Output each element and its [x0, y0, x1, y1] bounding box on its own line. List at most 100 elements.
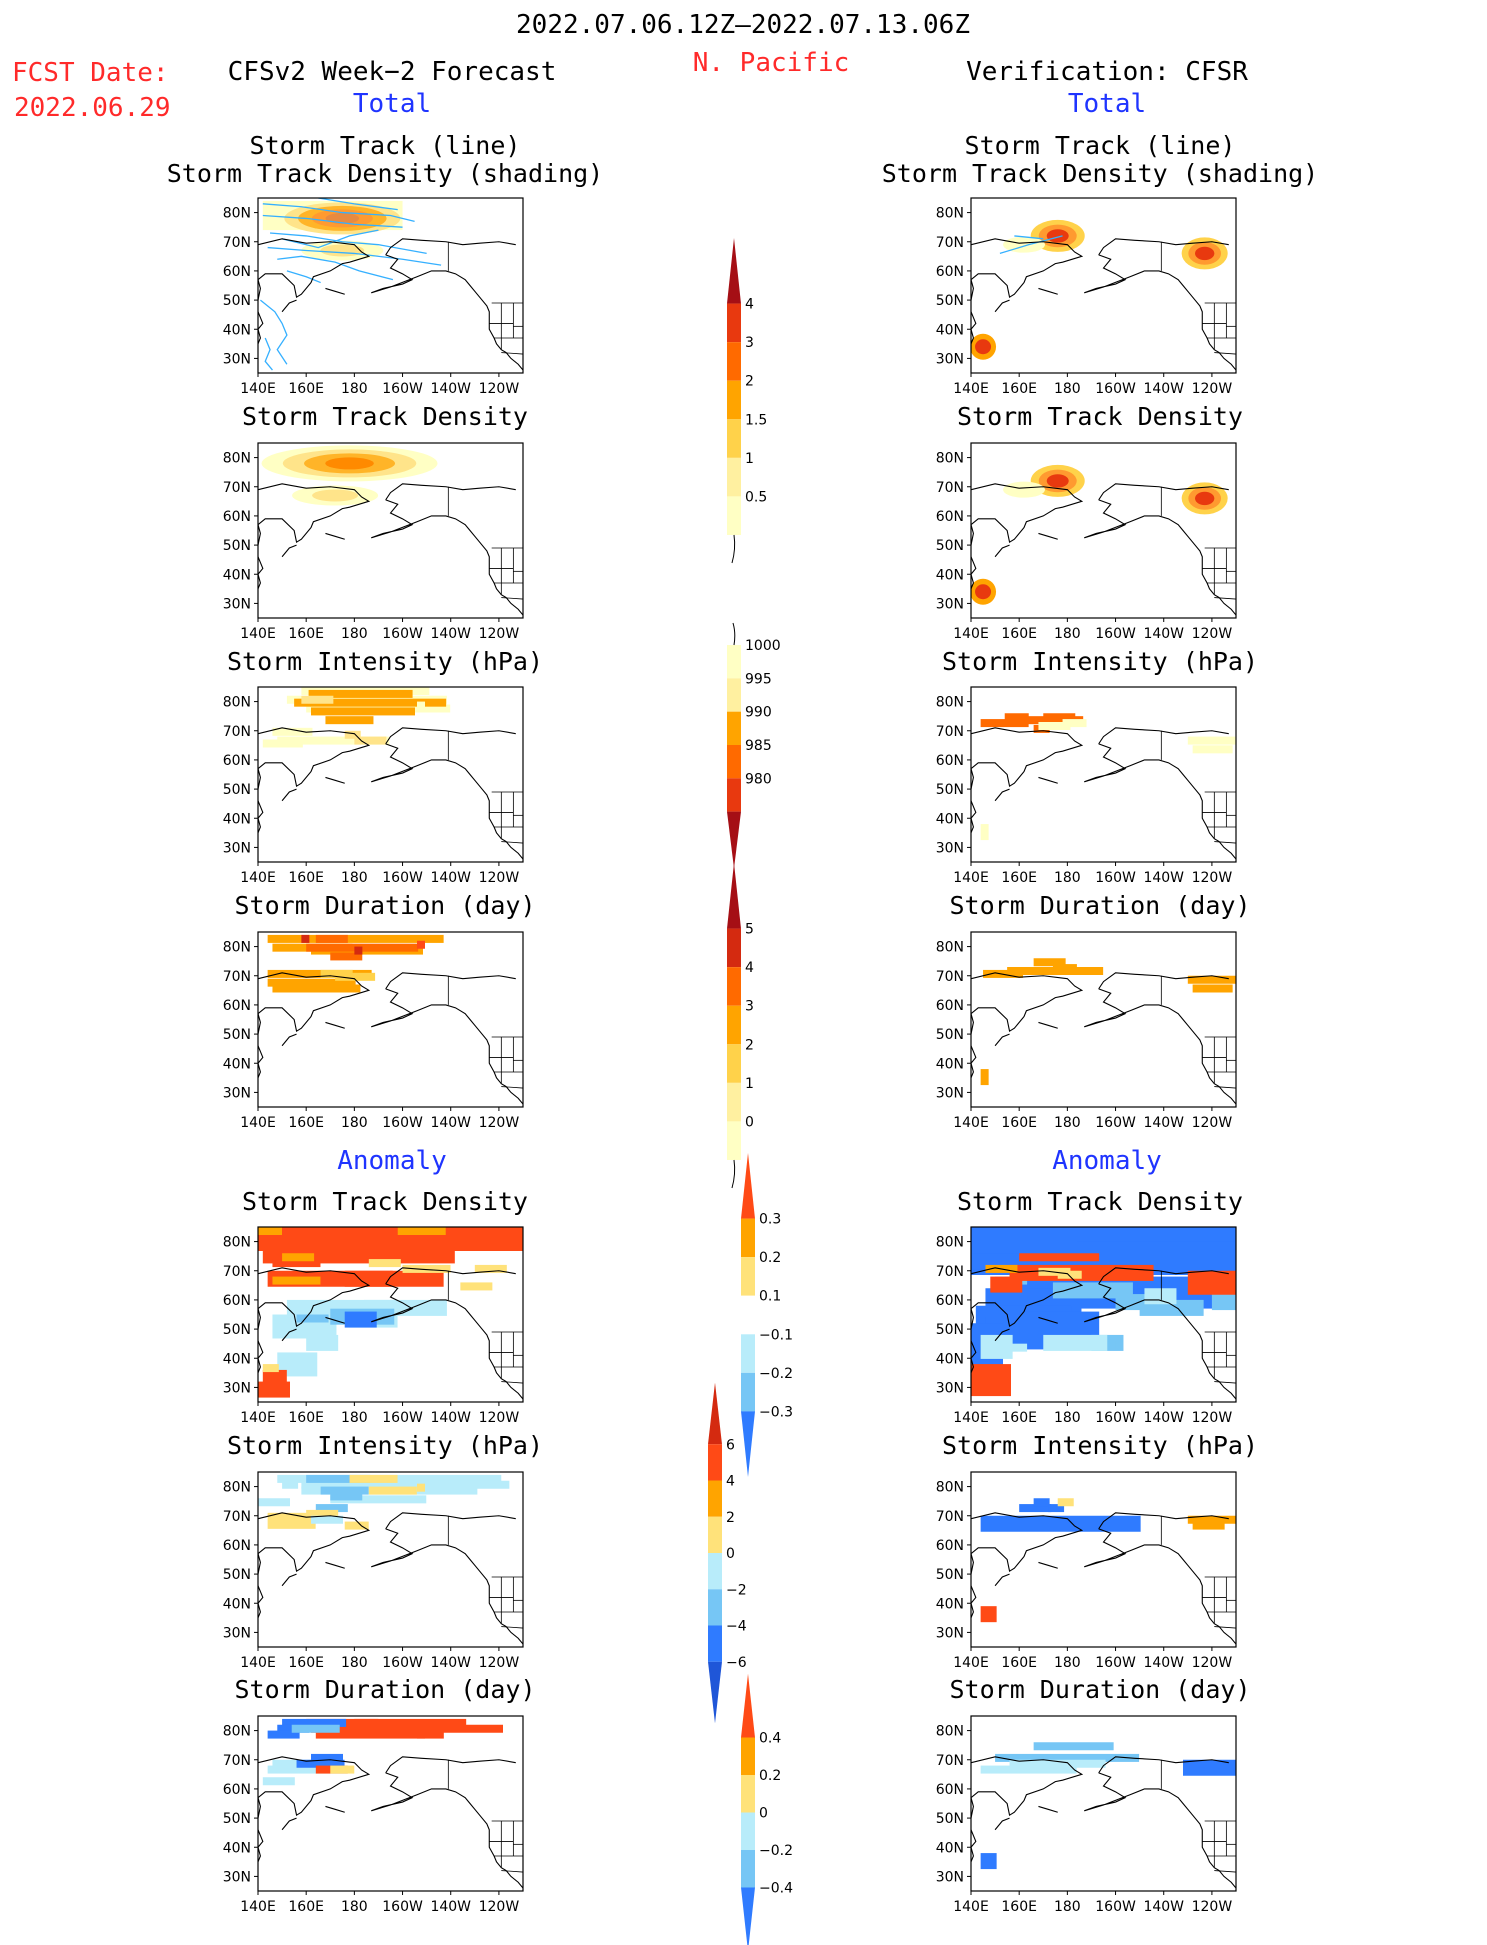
coastline: [1084, 744, 1236, 859]
lon-tick-label: 160W: [382, 1410, 423, 1426]
coastline: [386, 484, 516, 500]
colorbar-label: 0.1: [759, 1289, 781, 1305]
border-line: [501, 598, 523, 599]
lat-tick-label: 70N: [223, 235, 251, 251]
lon-tick-label: 160E: [1001, 381, 1037, 397]
lat-tick-label: 30N: [223, 351, 251, 367]
colorbar-swatch: [708, 1626, 722, 1662]
panel-title: Storm Duration (day): [234, 892, 535, 920]
lon-tick-label: 120W: [1192, 381, 1233, 397]
lon-tick-label: 160E: [1001, 1899, 1037, 1915]
lat-tick-label: 40N: [936, 1596, 964, 1612]
coastline: [995, 545, 1009, 557]
lat-tick-label: 50N: [936, 1811, 964, 1827]
lat-tick-label: 80N: [936, 695, 964, 711]
lat-tick-label: 40N: [936, 1351, 964, 1367]
lat-tick-label: 40N: [223, 567, 251, 583]
lon-tick-label: 120W: [479, 1655, 520, 1671]
colorbar-swatch: [727, 342, 741, 381]
lon-tick-label: 160W: [1095, 1410, 1136, 1426]
lon-tick-label: 160E: [1001, 1115, 1037, 1131]
map-frame: [971, 932, 1236, 1107]
colorbar-swatch: [727, 967, 741, 1006]
lon-tick-label: 120W: [479, 1410, 520, 1426]
coastline: [371, 989, 523, 1104]
colorbar-swatch: [727, 304, 741, 343]
lat-tick-label: 30N: [936, 1085, 964, 1101]
lon-tick-label: 140W: [430, 1655, 471, 1671]
lon-tick-label: 160E: [288, 626, 324, 642]
border-line: [1214, 842, 1236, 843]
coastline: [1084, 255, 1236, 370]
coastline: [371, 500, 523, 615]
lon-tick-label: 140W: [1143, 870, 1184, 886]
panel-title: Storm Track (line)Storm Track Density (s…: [167, 132, 604, 188]
storm-track-line: [287, 271, 321, 283]
shading-layer: [251, 687, 523, 859]
lon-tick-label: 120W: [479, 626, 520, 642]
lon-tick-label: 160E: [288, 1899, 324, 1915]
panel-title: Storm Track Density: [957, 1188, 1243, 1216]
colorbar-swatch: [741, 1153, 755, 1219]
lat-tick-label: 80N: [223, 1480, 251, 1496]
map-frame: [971, 1472, 1236, 1647]
panel-title: Storm Intensity (hPa): [227, 648, 543, 676]
colorbar-swatch: [727, 712, 741, 745]
lat-tick-label: 70N: [936, 1753, 964, 1769]
border-line: [501, 842, 523, 843]
lat-tick-label: 50N: [223, 1322, 251, 1338]
lat-tick-label: 80N: [936, 1724, 964, 1740]
lat-tick-label: 80N: [936, 206, 964, 222]
lat-tick-label: 30N: [223, 1085, 251, 1101]
border-line: [1214, 1627, 1236, 1628]
lon-tick-label: 140E: [240, 1899, 276, 1915]
lat-tick-label: 80N: [223, 1724, 251, 1740]
lon-tick-label: 180: [341, 1410, 368, 1426]
colorbar-label: 0.3: [759, 1212, 781, 1228]
lat-tick-label: 50N: [936, 1027, 964, 1043]
coastline: [325, 533, 344, 539]
colorbar-swatch: [708, 1481, 722, 1517]
lat-tick-label: 50N: [223, 1567, 251, 1583]
coastline: [371, 1773, 523, 1888]
lat-tick-label: 50N: [936, 538, 964, 554]
storm-track-line: [260, 300, 287, 364]
shading-layer: [251, 1719, 523, 1888]
border-line: [1214, 1382, 1236, 1383]
colorbar-swatch: [727, 778, 741, 811]
colorbar-label: 4: [745, 297, 754, 313]
lat-tick-label: 60N: [936, 509, 964, 525]
border-line: [1214, 1871, 1236, 1872]
lon-tick-label: 160E: [288, 1115, 324, 1131]
lon-tick-label: 160W: [1095, 1899, 1136, 1915]
colorbar-label: 1: [745, 451, 754, 467]
lon-tick-label: 160W: [1095, 1655, 1136, 1671]
colorbar-swatch: [741, 1813, 755, 1851]
colorbar-swatch: [741, 1296, 755, 1335]
lon-tick-label: 140W: [430, 626, 471, 642]
coastline: [1084, 1529, 1236, 1644]
lat-tick-label: 40N: [223, 1056, 251, 1072]
fcst-date-label: FCST Date:: [12, 58, 169, 88]
colorbar-swatch: [727, 929, 741, 968]
lat-tick-label: 30N: [936, 1625, 964, 1641]
coastline: [1038, 1022, 1057, 1028]
lon-tick-label: 140E: [240, 1115, 276, 1131]
panel-title: Storm Track Density: [957, 403, 1243, 431]
lat-tick-label: 60N: [936, 753, 964, 769]
colorbar-label: 980: [745, 771, 772, 787]
lon-tick-label: 160W: [1095, 626, 1136, 642]
colorbar-duration-anom: 0.40.20−0.2−0.4: [731, 1680, 811, 1945]
shading-layer: [251, 445, 523, 615]
coastline: [386, 728, 516, 744]
panel-title: Storm Track Density: [242, 1188, 528, 1216]
panel-title: Storm Duration (day): [949, 1676, 1250, 1704]
lat-tick-label: 70N: [936, 235, 964, 251]
lat-tick-label: 70N: [936, 969, 964, 985]
lon-tick-label: 160W: [382, 1115, 423, 1131]
lat-tick-label: 70N: [936, 724, 964, 740]
lon-tick-label: 140W: [430, 1899, 471, 1915]
